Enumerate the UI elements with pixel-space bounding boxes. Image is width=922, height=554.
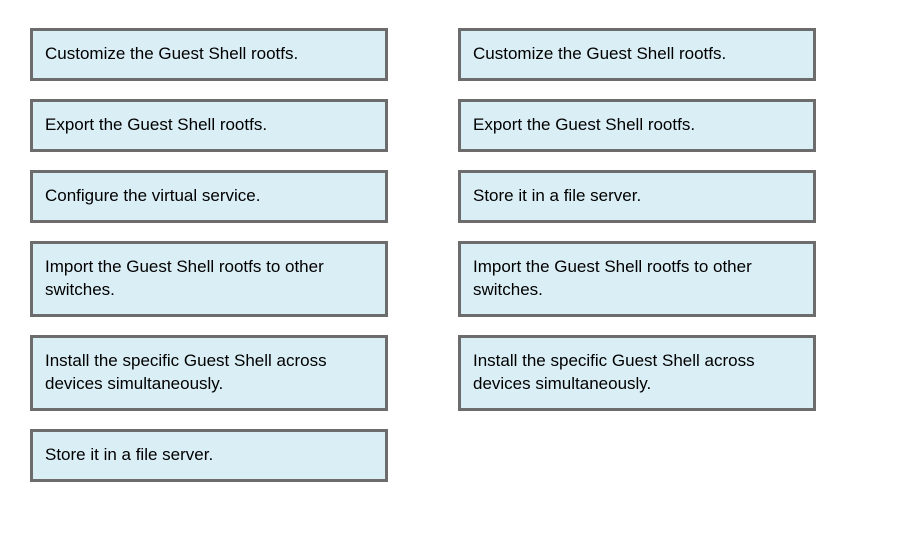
step-box[interactable]: Import the Guest Shell rootfs to other s… [30,241,388,317]
step-label: Install the specific Guest Shell across … [473,350,801,396]
step-box[interactable]: Store it in a file server. [30,429,388,482]
step-box[interactable]: Customize the Guest Shell rootfs. [30,28,388,81]
step-label: Export the Guest Shell rootfs. [45,114,267,137]
step-box[interactable]: Configure the virtual service. [30,170,388,223]
step-label: Configure the virtual service. [45,185,260,208]
step-box[interactable]: Install the specific Guest Shell across … [458,335,816,411]
left-column: Customize the Guest Shell rootfs. Export… [30,28,388,482]
step-box[interactable]: Customize the Guest Shell rootfs. [458,28,816,81]
step-label: Import the Guest Shell rootfs to other s… [473,256,801,302]
step-box[interactable]: Import the Guest Shell rootfs to other s… [458,241,816,317]
step-label: Export the Guest Shell rootfs. [473,114,695,137]
step-box[interactable]: Export the Guest Shell rootfs. [458,99,816,152]
step-label: Store it in a file server. [473,185,641,208]
step-label: Install the specific Guest Shell across … [45,350,373,396]
step-label: Customize the Guest Shell rootfs. [45,43,298,66]
step-box[interactable]: Store it in a file server. [458,170,816,223]
step-box[interactable]: Install the specific Guest Shell across … [30,335,388,411]
columns-container: Customize the Guest Shell rootfs. Export… [0,0,922,510]
step-label: Store it in a file server. [45,444,213,467]
right-column: Customize the Guest Shell rootfs. Export… [458,28,816,482]
step-label: Customize the Guest Shell rootfs. [473,43,726,66]
step-label: Import the Guest Shell rootfs to other s… [45,256,373,302]
step-box[interactable]: Export the Guest Shell rootfs. [30,99,388,152]
